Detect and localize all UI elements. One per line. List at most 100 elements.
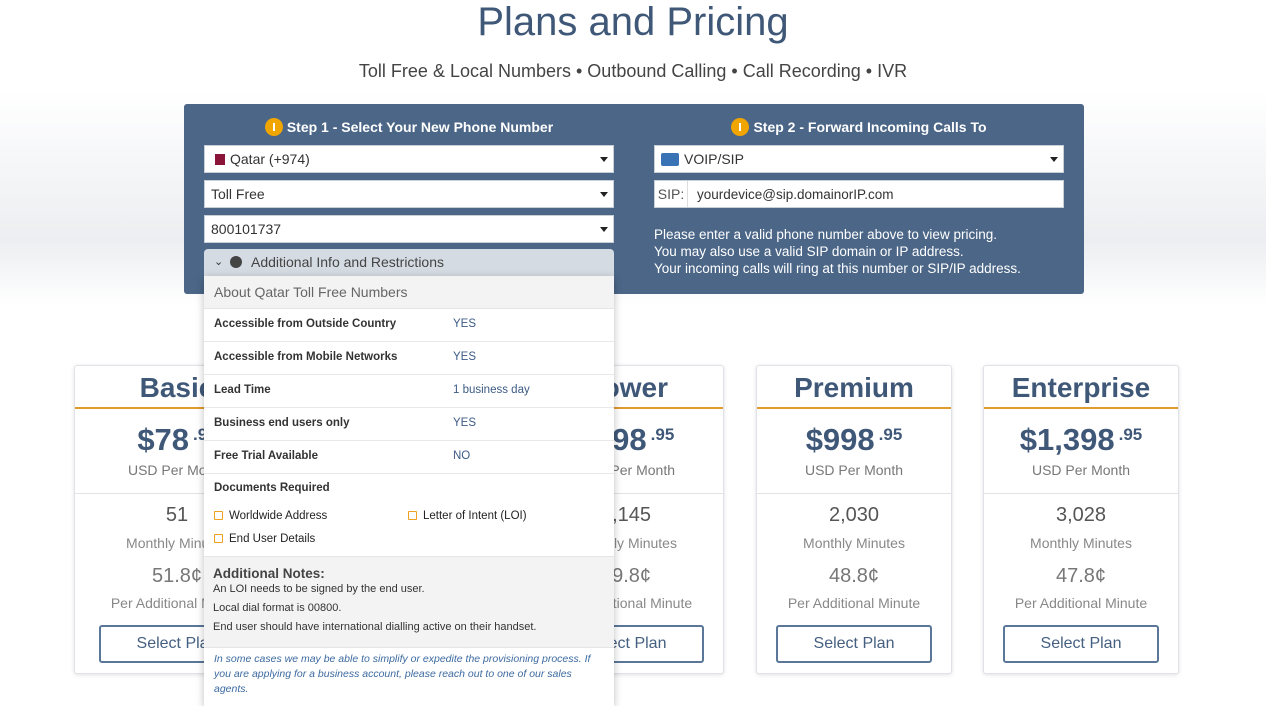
number-type-value: Toll Free <box>211 186 265 202</box>
chevron-icon: ⌄ <box>214 256 224 268</box>
document-link[interactable]: Worldwide Address <box>214 510 327 522</box>
plan-price: $998.95 <box>757 422 951 458</box>
price-cents: .95 <box>650 425 675 444</box>
page-subtitle: Toll Free & Local Numbers • Outbound Cal… <box>358 61 908 81</box>
note-line: End user should have international diall… <box>213 621 537 633</box>
plan-rule <box>529 407 723 409</box>
info-value: YES <box>453 351 477 363</box>
price-cents: .95 <box>1118 425 1143 444</box>
external-link-icon <box>214 534 223 543</box>
plan-divider <box>757 493 951 494</box>
rate-label: Per Additional Minute <box>787 595 921 611</box>
info-row: Business end users only YES <box>204 407 614 441</box>
info-circle-icon <box>230 256 242 268</box>
message-line: Please enter a valid phone number above … <box>654 227 997 242</box>
minutes-label: Monthly Minutes <box>1030 535 1132 551</box>
plan-name: Basic <box>139 372 215 403</box>
select-plan-button[interactable]: Select Plan <box>1003 625 1159 663</box>
info-icon <box>264 118 283 136</box>
minutes-label: Monthly Minutes <box>126 535 228 551</box>
document-link[interactable]: Letter of Intent (LOI) <box>408 510 527 522</box>
monthly-minutes: 3,028 <box>1055 504 1107 526</box>
sip-label: SIP: <box>655 181 688 207</box>
sip-input[interactable]: SIP: yourdevice@sip.domainorIP.com <box>654 180 1064 208</box>
destination-value: VOIP/SIP <box>684 151 744 167</box>
price-dollars: $998 <box>805 422 875 457</box>
additional-rate: 51.8¢ <box>151 565 203 587</box>
price-dollars: $78 <box>137 422 190 457</box>
plan-rule <box>984 407 1178 409</box>
info-value: YES <box>453 417 477 429</box>
plan-divider <box>529 493 723 494</box>
monthly-minutes: 51 <box>165 504 189 526</box>
step2-heading: Step 2 - Forward Incoming Calls To <box>654 118 1064 136</box>
plan-card: Enterprise $1,398.95 USD Per Month 3,028 Mon… <box>983 365 1179 674</box>
destination-select[interactable]: VOIP/SIP <box>654 145 1064 173</box>
info-label: Lead Time <box>214 384 271 396</box>
info-panel-title: About Qatar Toll Free Numbers <box>204 276 614 309</box>
step1-heading-text: Step 1 - Select Your New Phone Number <box>286 119 554 135</box>
info-value: NO <box>453 450 471 462</box>
plan-price: $1,398.95 <box>984 422 1178 458</box>
document-link[interactable]: End User Details <box>214 533 315 545</box>
dropdown-arrow <box>1050 157 1058 162</box>
document-name: Worldwide Address <box>229 510 328 522</box>
pricing-message: Please enter a valid phone number above … <box>654 226 1021 277</box>
message-line: You may also use a valid SIP domain or I… <box>654 244 964 259</box>
sip-value: yourdevice@sip.domainorIP.com <box>697 187 894 202</box>
document-name: End User Details <box>229 533 316 545</box>
dropdown-arrow <box>600 192 608 197</box>
plan-rule <box>757 407 951 409</box>
info-row: Accessible from Outside Country YES <box>204 308 614 342</box>
number-type-select[interactable]: Toll Free <box>204 180 614 208</box>
info-icon <box>731 118 750 136</box>
info-row: Free Trial Available NO <box>204 440 614 474</box>
number-value: 800101737 <box>211 221 282 237</box>
number-config-box: Step 1 - Select Your New Phone Number Qa… <box>184 104 1084 294</box>
external-link-icon <box>408 511 417 520</box>
info-toggle[interactable]: ⌄ Additional Info and Restrictions <box>204 249 614 276</box>
plan-divider <box>984 493 1178 494</box>
price-period: USD Per Month <box>804 462 904 478</box>
message-line: Your incoming calls will ring at this nu… <box>654 261 1021 276</box>
additional-rate: 48.8¢ <box>828 565 880 587</box>
plan-name: Enterprise <box>1011 372 1151 403</box>
plan-rule <box>75 407 279 409</box>
step1-heading: Step 1 - Select Your New Phone Number <box>204 118 614 136</box>
country-select[interactable]: Qatar (+974) <box>204 145 614 173</box>
info-toggle-text: Additional Info and Restrictions <box>251 254 444 270</box>
info-row: Accessible from Mobile Networks YES <box>204 341 614 375</box>
plan-divider <box>75 493 279 494</box>
info-label: Accessible from Outside Country <box>214 318 397 330</box>
plan-card: Premium $998.95 USD Per Month 2,030 Monthly … <box>756 365 952 674</box>
info-value: YES <box>453 318 477 330</box>
plan-name: Premium <box>794 372 914 403</box>
dropdown-arrow <box>600 157 608 162</box>
price-dollars: $1,398 <box>1019 422 1115 457</box>
info-value: 1 business day <box>453 384 530 396</box>
rate-label: Per Additional Minute <box>1014 595 1148 611</box>
note-line: An LOI needs to be signed by the end use… <box>213 583 425 595</box>
price-cents: .95 <box>878 425 903 444</box>
price-period: USD Per Month <box>127 462 227 478</box>
minutes-label: Monthly Minutes <box>803 535 905 551</box>
step2-heading-text: Step 2 - Forward Incoming Calls To <box>753 119 987 135</box>
price-period: USD Per Month <box>1031 462 1131 478</box>
additional-rate: 47.8¢ <box>1055 565 1107 587</box>
info-label: Accessible from Mobile Networks <box>214 351 398 363</box>
info-label: Free Trial Available <box>214 450 318 462</box>
panel-footnote: In some cases we may be able to simplify… <box>214 653 591 695</box>
info-row: Lead Time 1 business day <box>204 374 614 408</box>
additional-notes: Additional Notes: An LOI needs to be sign… <box>204 556 614 648</box>
dropdown-arrow <box>600 227 608 232</box>
info-label: Business end users only <box>214 417 350 429</box>
info-panel: About Qatar Toll Free Numbers Accessible… <box>204 276 614 706</box>
documents-label: Documents Required <box>214 482 330 494</box>
page-title: Plans and Pricing <box>477 0 789 44</box>
select-plan-button[interactable]: Select Plan <box>776 625 932 663</box>
monthly-minutes: 2,030 <box>828 504 880 526</box>
notes-title: Additional Notes: <box>213 566 325 581</box>
number-select[interactable]: 800101737 <box>204 215 614 243</box>
